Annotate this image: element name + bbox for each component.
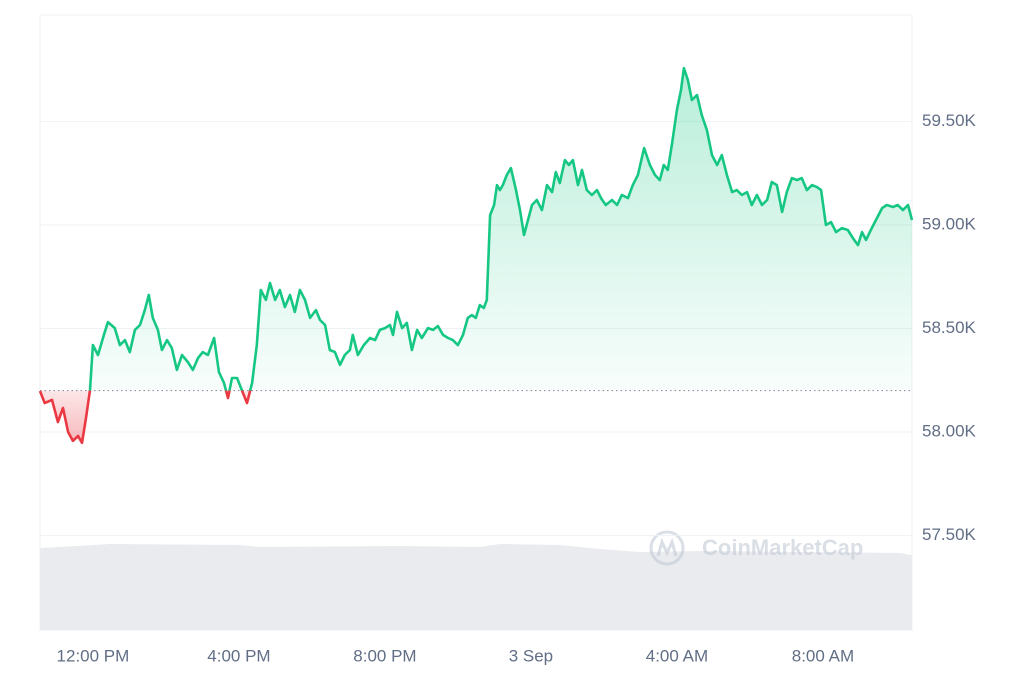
watermark: CoinMarketCap: [649, 530, 863, 566]
watermark-icon: [656, 537, 678, 557]
y-tick-label: 58.00K: [922, 421, 977, 440]
x-tick-label: 4:00 AM: [646, 646, 708, 665]
area-fill: [40, 68, 912, 443]
y-tick-label: 57.50K: [922, 525, 977, 544]
volume-area: [40, 544, 912, 630]
x-tick-label: 3 Sep: [509, 646, 553, 665]
x-tick-label: 8:00 PM: [353, 646, 416, 665]
price-line: [38, 66, 914, 445]
y-tick-label: 58.50K: [922, 318, 977, 337]
x-tick-label: 12:00 PM: [57, 646, 130, 665]
x-tick-label: 4:00 PM: [207, 646, 270, 665]
x-tick-label: 8:00 AM: [792, 646, 854, 665]
watermark-text: CoinMarketCap: [702, 535, 863, 560]
y-tick-label: 59.00K: [922, 215, 977, 234]
watermark-icon: [649, 530, 685, 566]
y-tick-label: 59.50K: [922, 111, 977, 130]
